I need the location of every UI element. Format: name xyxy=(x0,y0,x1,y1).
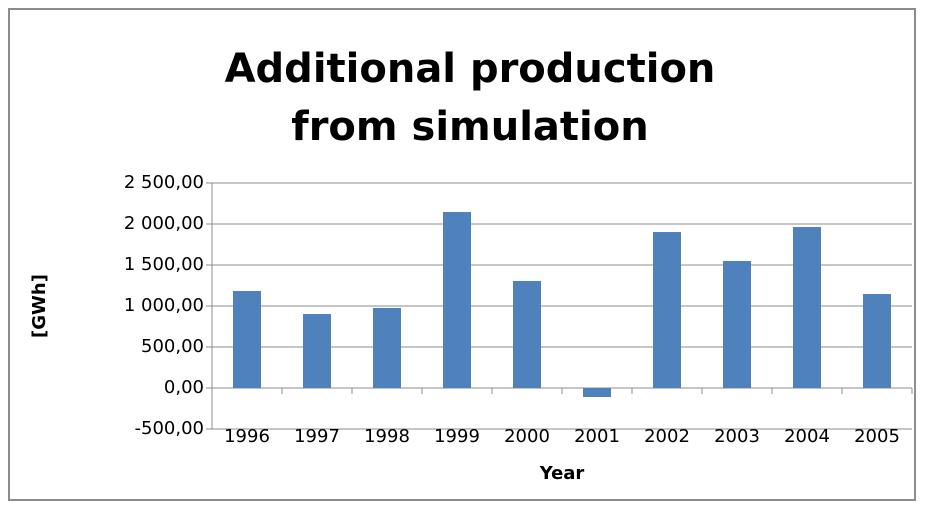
bar xyxy=(863,294,891,388)
x-tick-label: 1998 xyxy=(364,426,410,447)
y-tick-label: 500,00 xyxy=(141,336,204,357)
x-tick-label: 1999 xyxy=(434,426,480,447)
bar xyxy=(583,388,611,398)
bar xyxy=(513,280,541,388)
bar xyxy=(793,227,821,388)
y-axis-label: [GWh] xyxy=(29,274,50,338)
y-tick-label: -500,00 xyxy=(135,418,204,439)
y-tick-label: 0,00 xyxy=(164,377,204,398)
y-tick-label: 2 500,00 xyxy=(124,172,204,193)
bar xyxy=(443,212,471,388)
x-tick-label: 2002 xyxy=(644,426,690,447)
chart-title: Additional production from simulation xyxy=(224,46,716,150)
bar xyxy=(233,290,261,388)
x-tick-label: 2005 xyxy=(854,426,900,447)
bar xyxy=(303,314,331,388)
x-tick-label: 1997 xyxy=(294,426,340,447)
x-tick-label: 2000 xyxy=(504,426,550,447)
x-tick-label: 2001 xyxy=(574,426,620,447)
y-tick-label: 1 500,00 xyxy=(124,254,204,275)
x-tick-label: 1996 xyxy=(224,426,270,447)
x-axis-label: Year xyxy=(539,463,585,484)
bar xyxy=(723,260,751,388)
y-tick-label: 1 000,00 xyxy=(124,295,204,316)
chart-frame xyxy=(8,8,916,501)
x-tick-label: 2003 xyxy=(714,426,760,447)
bar xyxy=(653,232,681,388)
bar xyxy=(373,307,401,388)
y-tick-label: 2 000,00 xyxy=(124,213,204,234)
x-tick-label: 2004 xyxy=(784,426,830,447)
